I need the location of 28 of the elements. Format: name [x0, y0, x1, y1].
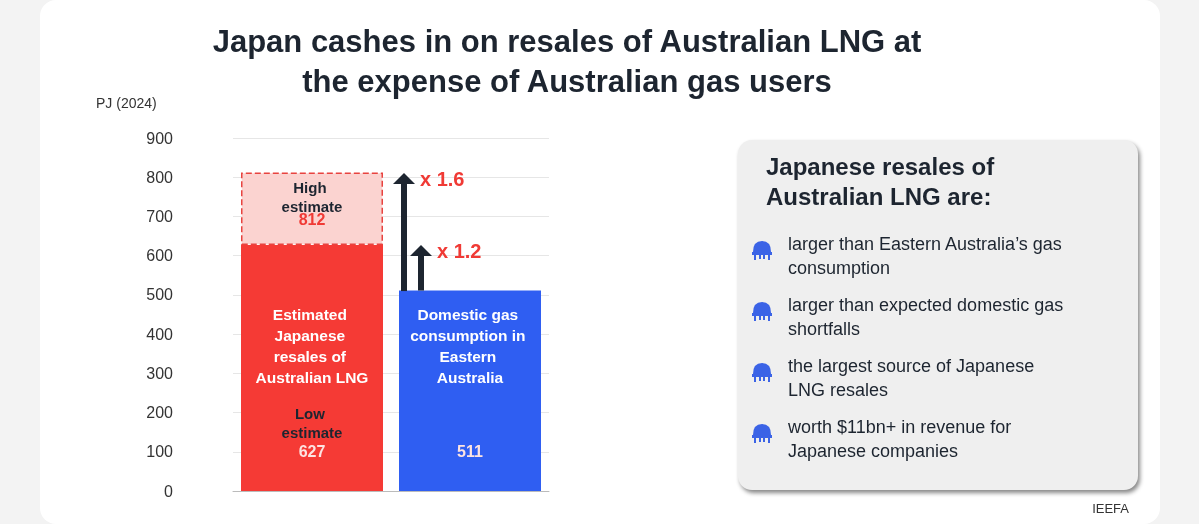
y-axis-title: PJ (2024): [96, 95, 157, 111]
text: worth $11bn+ in revenue for Japanese companies: [788, 416, 1013, 463]
y-tick-label: 600: [146, 247, 174, 265]
annotation: Low estimate: [281, 405, 343, 441]
y-tick-label: 900: [146, 129, 174, 147]
text: the largest source of Japanese LNG resales: [788, 355, 1036, 402]
y-tick-label: 100: [146, 443, 174, 461]
x-tick-label: Domestic gas consumption in Eastern Australia: [410, 306, 530, 386]
y-tick-label: 800: [146, 168, 174, 186]
bar: [241, 172, 383, 246]
bar: [399, 290, 541, 491]
data-label: 511: [457, 442, 484, 460]
y-tick-label: 700: [146, 207, 174, 225]
x-tick-label: Estimated Japanese resales of Australian LNG: [255, 306, 369, 386]
text: IEEFA: [1092, 501, 1129, 516]
bar: [241, 245, 383, 491]
text: larger than Eastern Australia’s gas consumption: [788, 233, 1063, 280]
annotation: x 1.2: [437, 240, 482, 263]
annotation: x 1.6: [420, 167, 465, 190]
chart-title: Japan cashes in on resales of Australian LNG at the expense of Australian gas users: [211, 23, 923, 101]
text: larger than expected domestic gas shortfalls: [788, 294, 1065, 341]
y-tick-label: 0: [164, 482, 174, 500]
y-tick-label: 300: [146, 364, 174, 382]
data-label: 627: [298, 442, 326, 460]
y-tick-label: 400: [146, 325, 174, 343]
y-tick-label: 500: [146, 286, 174, 304]
y-tick-label: 200: [146, 404, 174, 422]
text: Japanese resales of Australian LNG are:: [766, 152, 996, 212]
